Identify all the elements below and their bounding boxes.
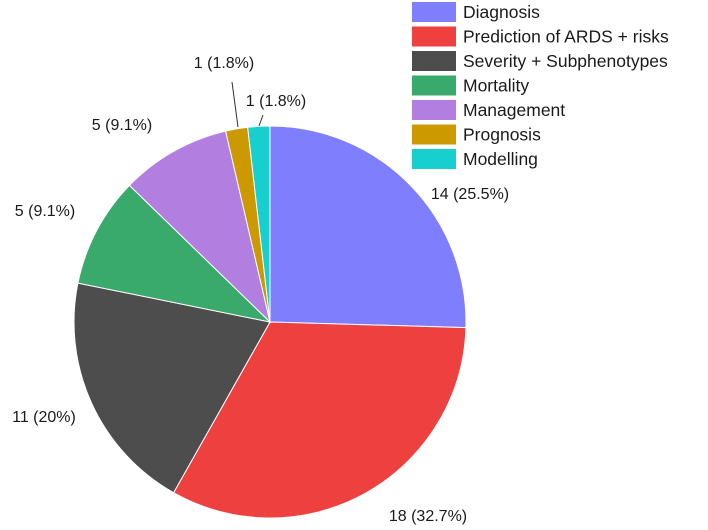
legend-swatch	[412, 149, 456, 169]
legend-label: Management	[463, 100, 565, 120]
leader-line	[258, 114, 264, 127]
legend-swatch	[412, 75, 456, 96]
data-label: 1 (1.8%)	[246, 93, 306, 110]
legend-label: Mortality	[463, 76, 529, 96]
legend-label: Severity + Subphenotypes	[463, 51, 668, 71]
data-label: 14 (25.5%)	[431, 186, 509, 203]
legend-swatch	[412, 124, 456, 145]
pie-slice-modelling	[247, 125, 271, 323]
data-label: 5 (9.1%)	[15, 203, 75, 220]
pie-slices	[73, 125, 467, 519]
legend-swatch	[412, 100, 456, 120]
data-label: 1 (1.8%)	[194, 55, 254, 72]
legend-label: Prediction of ARDS + risks	[463, 27, 669, 47]
legend-label: Prognosis	[463, 125, 541, 145]
data-label: 11 (20%)	[12, 409, 76, 426]
pie-slice-management	[128, 130, 271, 324]
leader-line	[231, 81, 239, 128]
legend-label: Diagnosis	[463, 2, 540, 22]
data-labels: 14 (25.5%) 18 (32.7%) 11 (20%) 5 (9.1%) 5 (9…	[12, 55, 509, 525]
legend-swatch	[412, 26, 456, 47]
legend: Diagnosis Prediction of ARDS + risks Sever…	[412, 2, 669, 169]
data-label: 5 (9.1%)	[92, 117, 152, 134]
pie-slice-severity-subphenotypes	[73, 282, 271, 494]
legend-label: Modelling	[463, 149, 538, 169]
pie-slice-mortality	[77, 184, 272, 323]
leader-lines	[231, 81, 264, 128]
pie-slice-prediction-of-ards-risks	[172, 321, 467, 519]
legend-swatch	[412, 51, 456, 71]
data-label: 18 (32.7%)	[389, 508, 467, 525]
pie-slice-diagnosis	[269, 125, 467, 329]
legend-swatch	[412, 2, 456, 22]
